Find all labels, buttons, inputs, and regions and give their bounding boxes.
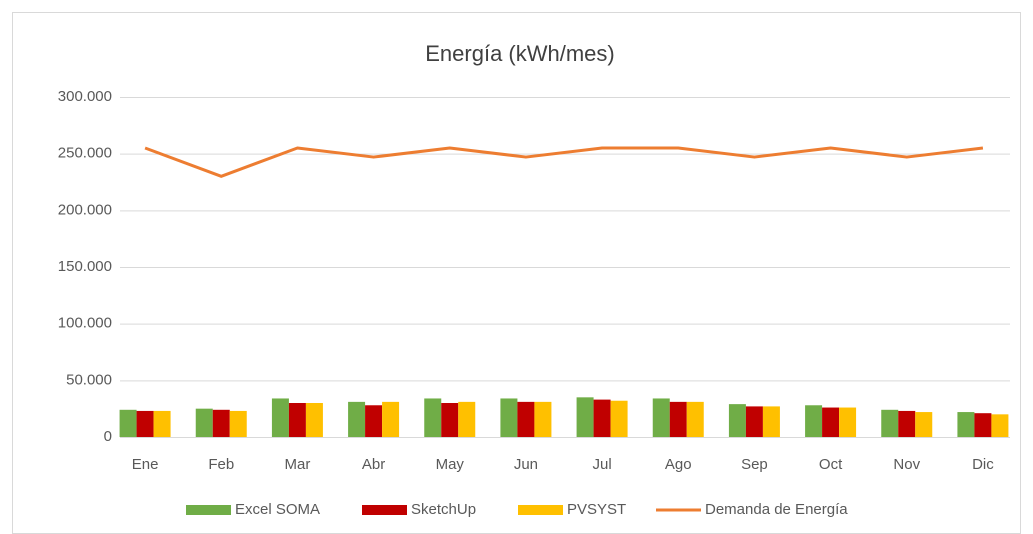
bar [991,414,1009,437]
y-tick-label: 50.000 [66,371,112,388]
bar [974,413,992,437]
bar [576,397,594,437]
chart-title: Energía (kWh/mes) [425,41,615,66]
legend-swatch [518,505,563,515]
x-tick-label: Oct [819,456,843,473]
bar [500,398,518,437]
bar [271,398,289,437]
bar [745,406,763,437]
x-tick-label: Ago [665,456,692,473]
y-tick-label: 250.000 [58,145,112,162]
chart-border [12,12,1021,534]
x-tick-label: Jul [592,456,611,473]
bar [382,401,400,437]
bar [365,405,383,437]
bar [728,404,746,437]
bar [458,401,476,437]
legend-swatch [186,505,231,515]
bar [686,401,704,437]
bar [839,407,857,437]
bar [898,410,916,437]
x-tick-label: Sep [741,456,768,473]
bar [153,410,171,437]
y-tick-label: 300.000 [58,88,112,105]
y-tick-label: 150.000 [58,258,112,275]
x-tick-label: Abr [362,456,385,473]
bar [441,403,459,437]
x-tick-label: May [436,456,465,473]
line [144,146,984,178]
bar [915,412,933,437]
bar [652,398,670,437]
bar [305,403,323,437]
bar [517,401,535,437]
x-tick-label: Nov [893,456,920,473]
bar [805,405,823,437]
legend-label: SketchUp [411,501,476,518]
y-tick-label: 200.000 [58,201,112,218]
bar [669,401,687,437]
bar [762,406,780,437]
bar [881,409,899,437]
legend-label: PVSYST [567,501,626,518]
bar [610,400,628,437]
legend-label: Demanda de Energía [705,501,848,518]
legend-label: Excel SOMA [235,501,320,518]
bar [534,401,552,437]
bar [229,410,247,437]
x-tick-label: Feb [208,456,234,473]
bar [212,409,230,437]
bar [957,412,975,437]
bar [348,401,366,437]
x-tick-label: Ene [132,456,159,473]
bar [288,403,306,437]
legend-swatch [362,505,407,515]
bar [136,410,154,437]
x-tick-label: Dic [972,456,994,473]
y-tick-label: 0 [104,428,112,445]
x-tick-label: Jun [514,456,538,473]
bar [195,408,213,437]
y-tick-label: 100.000 [58,315,112,332]
bar [822,407,840,437]
x-tick-label: Mar [284,456,310,473]
bar [593,399,611,437]
bar [424,398,442,437]
bar [119,409,137,437]
